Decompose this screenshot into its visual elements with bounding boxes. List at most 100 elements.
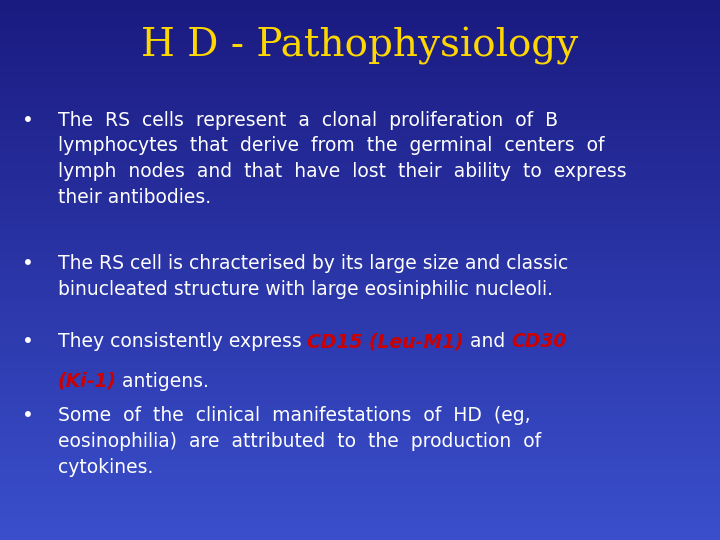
Bar bbox=[0, 392, 720, 394]
Bar bbox=[0, 464, 720, 467]
Bar bbox=[0, 78, 720, 81]
Bar bbox=[0, 284, 720, 286]
Bar bbox=[0, 532, 720, 535]
Bar bbox=[0, 332, 720, 335]
Bar bbox=[0, 324, 720, 327]
Bar bbox=[0, 491, 720, 494]
Text: Some  of  the  clinical  manifestations  of  HD  (eg,
eosinophilia)  are  attrib: Some of the clinical manifestations of H… bbox=[58, 406, 541, 477]
Bar bbox=[0, 170, 720, 173]
Text: The  RS  cells  represent  a  clonal  proliferation  of  B
lymphocytes  that  de: The RS cells represent a clonal prolifer… bbox=[58, 111, 626, 207]
Bar bbox=[0, 500, 720, 502]
Bar bbox=[0, 108, 720, 111]
Bar bbox=[0, 432, 720, 435]
Bar bbox=[0, 297, 720, 300]
Bar bbox=[0, 386, 720, 389]
Bar bbox=[0, 305, 720, 308]
Bar bbox=[0, 481, 720, 483]
Bar bbox=[0, 57, 720, 59]
Bar bbox=[0, 497, 720, 500]
Bar bbox=[0, 443, 720, 445]
Bar bbox=[0, 46, 720, 49]
Bar bbox=[0, 59, 720, 62]
Bar bbox=[0, 148, 720, 151]
Bar bbox=[0, 181, 720, 184]
Bar bbox=[0, 54, 720, 57]
Bar bbox=[0, 367, 720, 370]
Text: CD30: CD30 bbox=[511, 332, 567, 351]
Bar bbox=[0, 448, 720, 451]
Bar bbox=[0, 192, 720, 194]
Bar bbox=[0, 86, 720, 89]
Bar bbox=[0, 351, 720, 354]
Bar bbox=[0, 143, 720, 146]
Bar bbox=[0, 278, 720, 281]
Bar bbox=[0, 38, 720, 40]
Bar bbox=[0, 389, 720, 392]
Bar bbox=[0, 213, 720, 216]
Bar bbox=[0, 319, 720, 321]
Bar bbox=[0, 327, 720, 329]
Text: The RS cell is chracterised by its large size and classic
binucleated structure : The RS cell is chracterised by its large… bbox=[58, 254, 568, 299]
Bar bbox=[0, 508, 720, 510]
Bar bbox=[0, 127, 720, 130]
Bar bbox=[0, 132, 720, 135]
Bar bbox=[0, 43, 720, 46]
Bar bbox=[0, 354, 720, 356]
Bar bbox=[0, 424, 720, 427]
Bar bbox=[0, 526, 720, 529]
Bar bbox=[0, 251, 720, 254]
Bar bbox=[0, 308, 720, 310]
Bar bbox=[0, 73, 720, 76]
Bar bbox=[0, 176, 720, 178]
Bar bbox=[0, 537, 720, 540]
Bar bbox=[0, 159, 720, 162]
Bar bbox=[0, 8, 720, 11]
Bar bbox=[0, 535, 720, 537]
Bar bbox=[0, 462, 720, 464]
Bar bbox=[0, 230, 720, 232]
Bar bbox=[0, 300, 720, 302]
Bar bbox=[0, 211, 720, 213]
Bar bbox=[0, 100, 720, 103]
Bar bbox=[0, 94, 720, 97]
Bar bbox=[0, 89, 720, 92]
Bar bbox=[0, 524, 720, 526]
Bar bbox=[0, 375, 720, 378]
Bar bbox=[0, 429, 720, 432]
Bar bbox=[0, 505, 720, 508]
Bar bbox=[0, 394, 720, 397]
Text: H D - Pathophysiology: H D - Pathophysiology bbox=[141, 27, 579, 65]
Bar bbox=[0, 138, 720, 140]
Bar bbox=[0, 259, 720, 262]
Bar bbox=[0, 410, 720, 413]
Bar bbox=[0, 321, 720, 324]
Bar bbox=[0, 51, 720, 54]
Bar bbox=[0, 446, 720, 448]
Bar bbox=[0, 30, 720, 32]
Bar bbox=[0, 489, 720, 491]
Bar bbox=[0, 35, 720, 38]
Bar bbox=[0, 216, 720, 219]
Bar bbox=[0, 273, 720, 275]
Bar bbox=[0, 154, 720, 157]
Bar bbox=[0, 413, 720, 416]
Bar bbox=[0, 221, 720, 224]
Bar bbox=[0, 397, 720, 400]
Bar bbox=[0, 238, 720, 240]
Bar bbox=[0, 103, 720, 105]
Bar bbox=[0, 400, 720, 402]
Text: •: • bbox=[22, 406, 33, 425]
Bar bbox=[0, 435, 720, 437]
Bar bbox=[0, 49, 720, 51]
Bar bbox=[0, 516, 720, 518]
Bar bbox=[0, 200, 720, 202]
Bar bbox=[0, 475, 720, 478]
Bar bbox=[0, 124, 720, 127]
Bar bbox=[0, 81, 720, 84]
Bar bbox=[0, 486, 720, 489]
Bar bbox=[0, 68, 720, 70]
Bar bbox=[0, 483, 720, 486]
Bar bbox=[0, 65, 720, 68]
Bar bbox=[0, 84, 720, 86]
Bar bbox=[0, 116, 720, 119]
